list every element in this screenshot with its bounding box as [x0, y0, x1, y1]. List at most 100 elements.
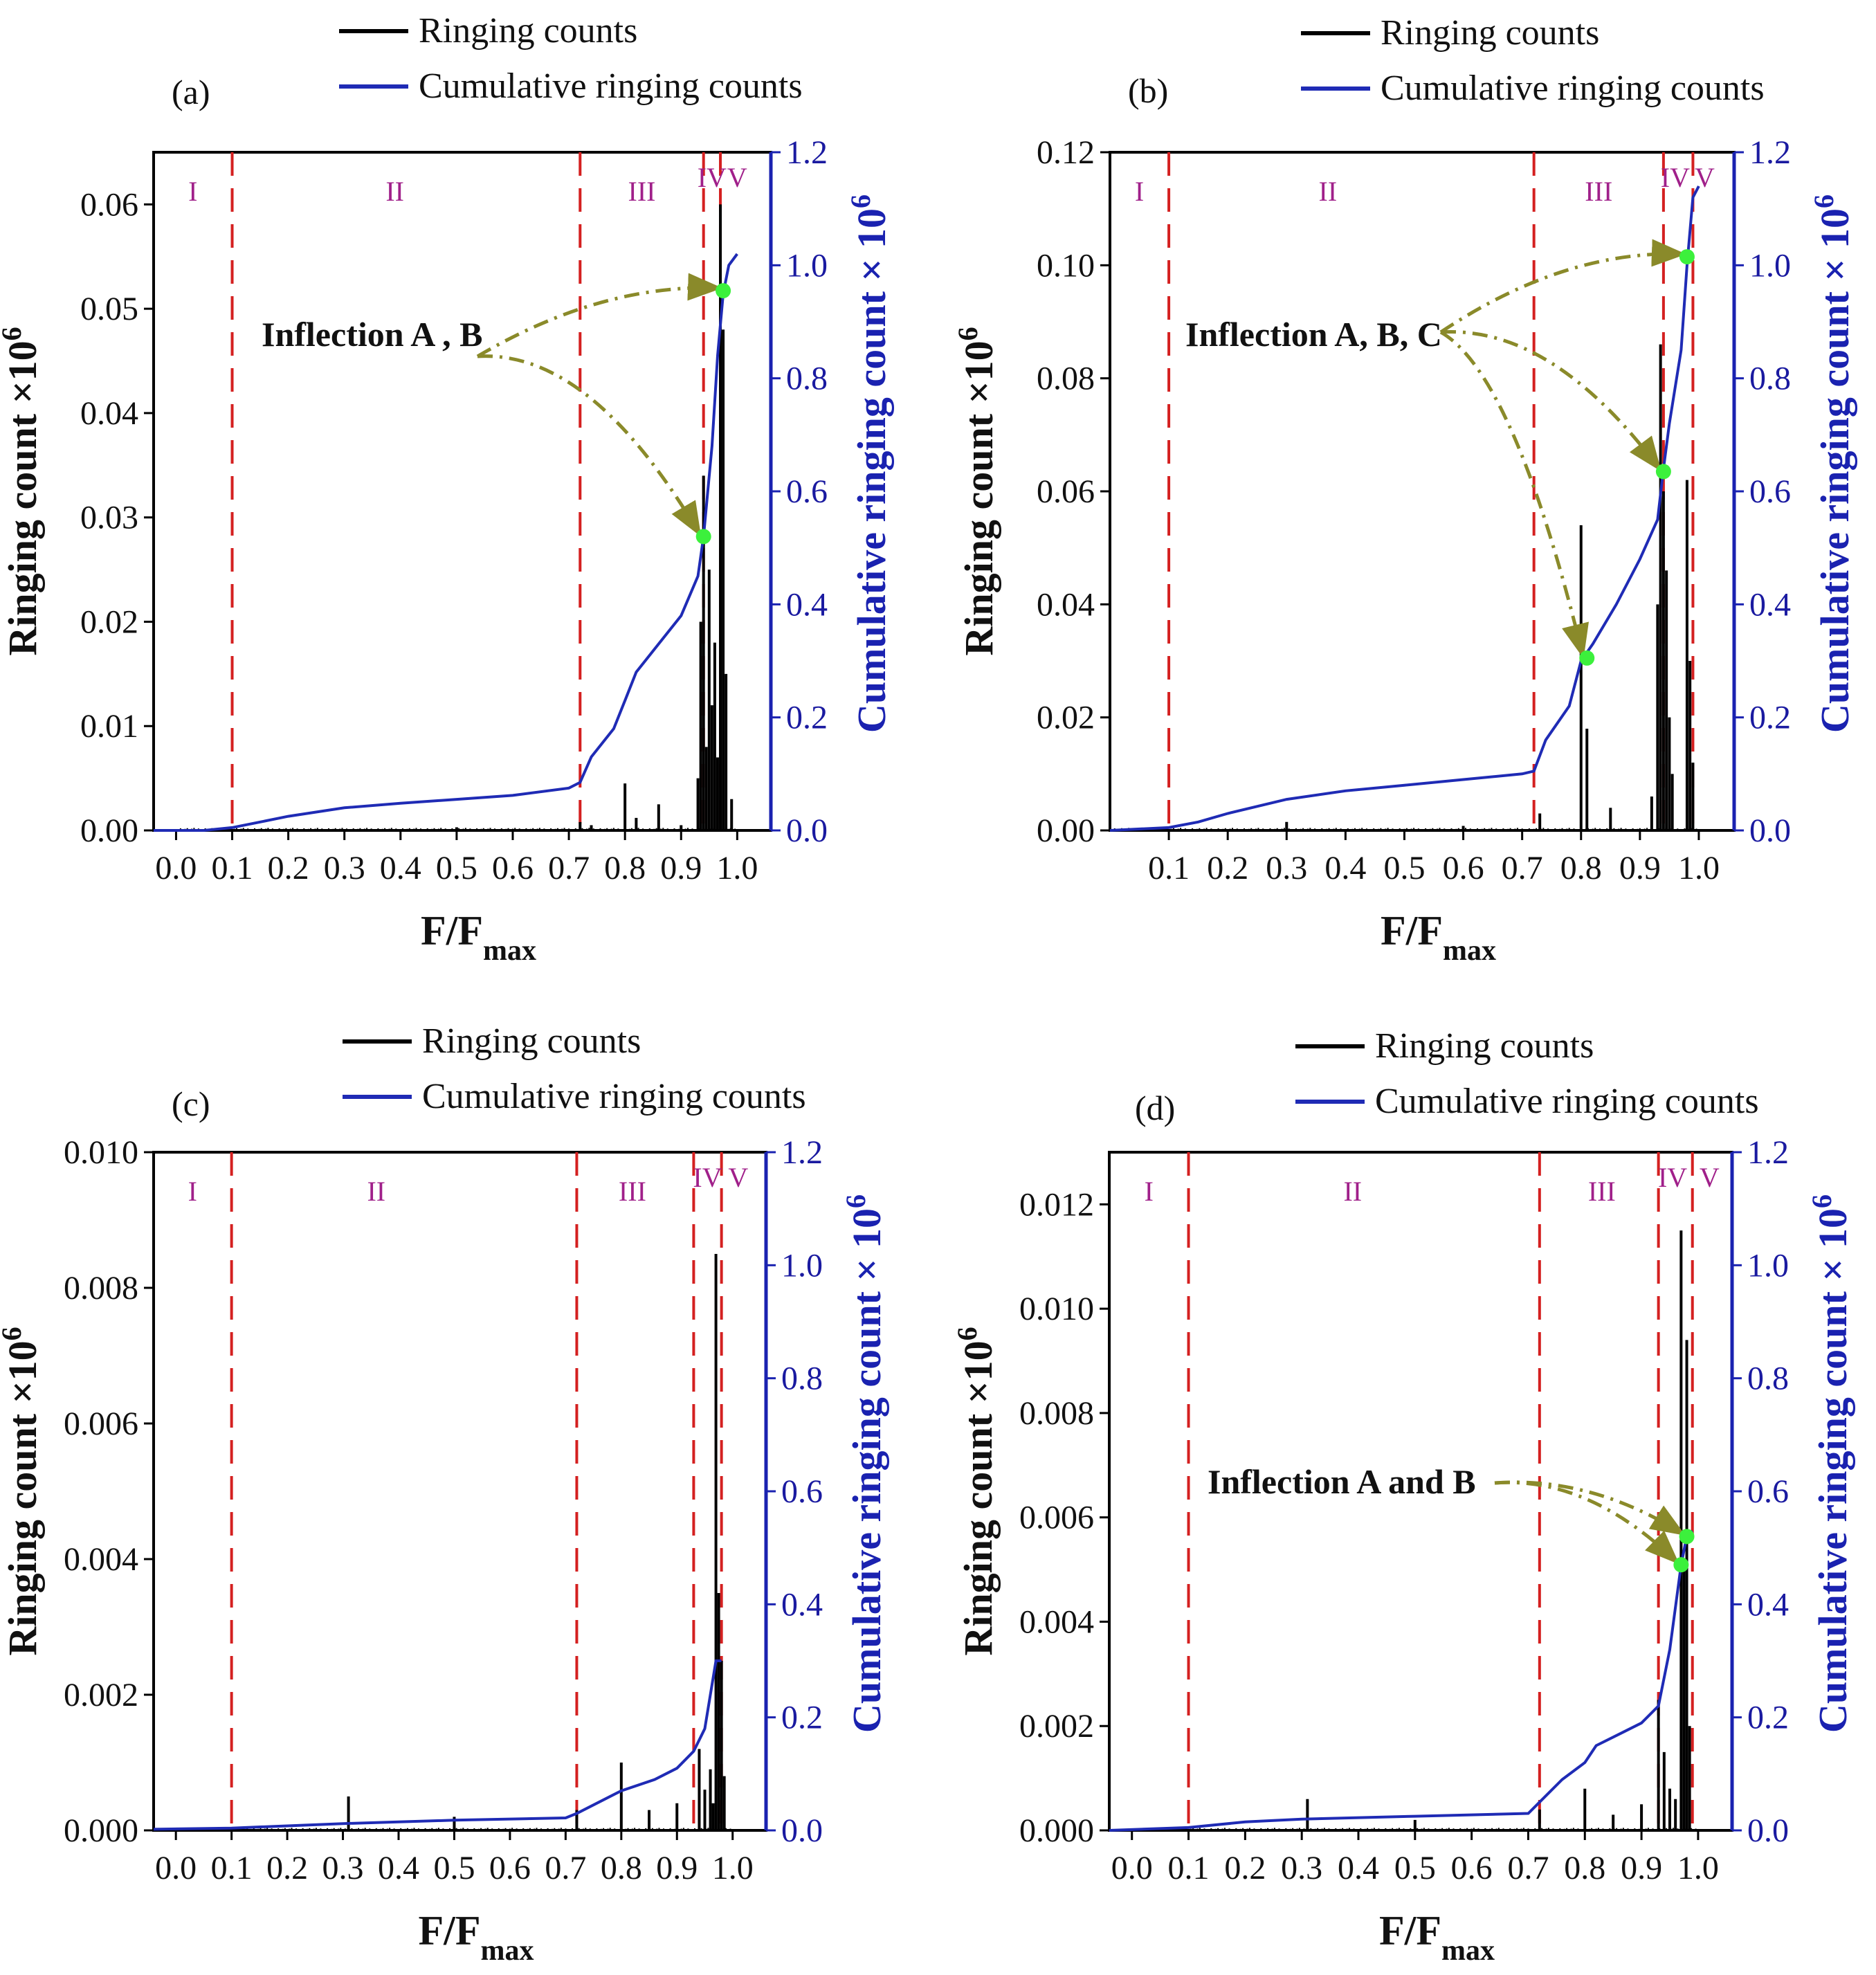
y-right-axis-label-main: Cumulative ringing count × 10: [1812, 208, 1857, 733]
y-left-axis-label-exp: 6: [0, 1327, 27, 1340]
inflection-point: [1579, 650, 1595, 666]
region-label: II: [367, 1176, 385, 1207]
y-left-axis-label: Ringing count ×106: [0, 327, 45, 655]
x-axis-label-sub: max: [1441, 1935, 1495, 1967]
y-left-tick-label: 0.000: [64, 1812, 138, 1849]
y-right-tick-label: 0.4: [781, 1586, 823, 1623]
region-label: I: [1135, 176, 1144, 207]
x-tick-label: 0.6: [1443, 850, 1484, 886]
x-tick-label: 0.2: [268, 850, 309, 886]
y-left-tick-label: 0.010: [1019, 1291, 1094, 1327]
inflection-arrow: [476, 273, 723, 358]
plot-frame: [152, 151, 772, 832]
y-right-tick-label: 0.0: [1749, 812, 1791, 849]
y-right-axis-label: Cumulative ringing count × 106: [845, 194, 894, 733]
y-left-tick-label: 0.03: [80, 500, 138, 536]
y-right-axis-label-main: Cumulative ringing count × 10: [849, 208, 894, 733]
x-tick-label: 0.1: [212, 850, 253, 886]
x-tick-label: 0.5: [436, 850, 477, 886]
y-left-tick-label: 0.06: [1037, 473, 1095, 510]
y-right-tick-label: 1.0: [1749, 247, 1791, 284]
y-left-tick-label: 0.10: [1037, 247, 1095, 284]
y-right-axis-label-main: Cumulative ringing count × 10: [844, 1208, 889, 1733]
x-tick-label: 0.2: [1207, 850, 1248, 886]
cumulative-ringing-line: [154, 253, 738, 832]
x-tick-label: 0.7: [545, 1850, 586, 1886]
plot-frame: [152, 1151, 767, 1832]
x-tick-label: 0.9: [1621, 1850, 1662, 1886]
x-tick-label: 0.3: [1281, 1850, 1322, 1886]
y-right-tick-label: 0.0: [786, 812, 828, 849]
inflection-arrow: [1440, 330, 1661, 472]
chart-panel-3: 0.0 0.1 0.2 0.3 0.4 0.5 0.6 0.7 0.8 0.9 1.0 0.000 0.…: [0, 1021, 889, 1967]
legend-ringing-label: Ringing counts: [1375, 1026, 1594, 1066]
x-tick-label: 0.9: [660, 850, 702, 886]
region-label: III: [1585, 176, 1612, 207]
cumulative-ringing-line: [1109, 1529, 1694, 1832]
region-label: IV: [698, 162, 727, 193]
y-right-axis-label-exp: 6: [845, 194, 876, 208]
x-tick-label: 1.0: [1677, 1850, 1719, 1886]
y-right-axis-label: Cumulative ringing count × 106: [1806, 1194, 1855, 1733]
x-tick-label: 0.9: [656, 1850, 698, 1886]
region-label: II: [1343, 1176, 1362, 1207]
y-left-axis-label-exp: 6: [0, 327, 27, 340]
y-right-tick-label: 1.2: [1747, 1134, 1789, 1171]
x-tick-label: 0.3: [322, 1850, 364, 1886]
x-tick-label: 0.8: [1560, 850, 1602, 886]
panel-label: (c): [172, 1084, 210, 1123]
inflection-arrow: [477, 354, 702, 537]
x-tick-label: 0.1: [1148, 850, 1190, 886]
x-tick-label: 0.7: [548, 850, 590, 886]
x-tick-label: 0.8: [601, 1850, 642, 1886]
y-right-tick-label: 0.0: [781, 1812, 823, 1849]
region-label: III: [619, 1176, 646, 1207]
y-left-tick-label: 0.00: [1037, 812, 1095, 849]
region-label: IV: [1658, 1162, 1687, 1193]
y-right-tick-label: 0.6: [781, 1473, 823, 1510]
x-tick-label: 0.9: [1619, 850, 1661, 886]
inflection-point: [695, 529, 711, 545]
inflection-label: Inflection A , B: [262, 315, 482, 354]
y-left-tick-label: 0.002: [64, 1677, 138, 1713]
inflection-label: Inflection A and B: [1208, 1462, 1476, 1501]
y-right-tick-label: 1.0: [786, 247, 828, 284]
y-right-tick-label: 0.4: [786, 586, 828, 623]
plot-frame: [1109, 151, 1736, 832]
y-left-tick-label: 0.05: [80, 291, 138, 327]
x-tick-label: 0.7: [1502, 850, 1543, 886]
x-tick-label: 0.1: [211, 1850, 253, 1886]
x-tick-label: 0.8: [1564, 1850, 1605, 1886]
x-tick-label: 0.3: [1266, 850, 1307, 886]
y-left-tick-label: 0.002: [1019, 1708, 1094, 1745]
y-left-tick-label: 0.012: [1019, 1186, 1094, 1223]
x-axis-label-sub: max: [1443, 935, 1496, 967]
y-left-tick-label: 0.02: [80, 603, 138, 640]
x-axis-label: F/Fmax: [421, 908, 536, 967]
y-left-axis-label-exp: 6: [952, 327, 983, 340]
x-axis-label-main: F/F: [419, 1908, 481, 1954]
y-right-axis-label-main: Cumulative ringing count × 10: [1810, 1208, 1855, 1733]
y-right-tick-label: 0.2: [1749, 700, 1791, 736]
y-right-axis-label-exp: 6: [1806, 1194, 1837, 1208]
y-right-tick-label: 0.2: [1747, 1700, 1789, 1736]
x-tick-label: 0.4: [1324, 850, 1366, 886]
y-left-tick-label: 0.01: [80, 708, 138, 745]
x-axis-label: F/Fmax: [419, 1908, 534, 1967]
y-left-tick-label: 0.12: [1037, 134, 1095, 171]
inflection-point: [716, 283, 731, 299]
y-right-tick-label: 1.2: [1749, 134, 1791, 171]
y-right-tick-label: 0.6: [1747, 1473, 1789, 1510]
legend-ringing-label: Ringing counts: [1381, 13, 1599, 53]
y-left-tick-label: 0.00: [80, 812, 138, 849]
x-tick-label: 0.2: [1224, 1850, 1266, 1886]
y-right-tick-label: 0.4: [1747, 1586, 1789, 1623]
x-axis-label-sub: max: [480, 1935, 534, 1967]
y-right-tick-label: 1.0: [1747, 1247, 1789, 1284]
region-label: IV: [1661, 162, 1690, 193]
x-tick-label: 0.2: [266, 1850, 308, 1886]
legend-ringing-label: Ringing counts: [419, 11, 637, 51]
y-left-axis-label: Ringing count ×106: [951, 1327, 1001, 1655]
inflection-point: [1679, 1529, 1695, 1545]
